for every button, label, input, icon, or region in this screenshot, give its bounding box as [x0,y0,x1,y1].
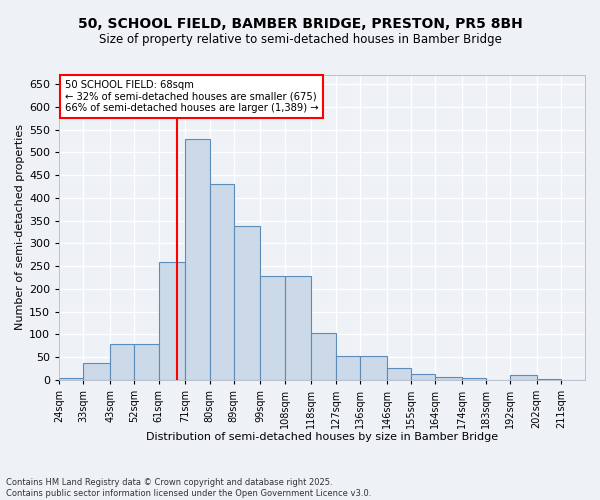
Bar [233,226,260,380]
Bar [360,356,386,380]
X-axis label: Distribution of semi-detached houses by size in Bamber Bridge: Distribution of semi-detached houses by … [146,432,498,442]
Bar [510,376,537,380]
Text: 50 SCHOOL FIELD: 68sqm
← 32% of semi-detached houses are smaller (675)
66% of se: 50 SCHOOL FIELD: 68sqm ← 32% of semi-det… [65,80,318,113]
Bar [59,378,83,380]
Bar [335,356,360,380]
Bar [311,333,335,380]
Y-axis label: Number of semi-detached properties: Number of semi-detached properties [15,124,25,330]
Bar [537,378,561,380]
Bar [158,262,185,380]
Text: 50, SCHOOL FIELD, BAMBER BRIDGE, PRESTON, PR5 8BH: 50, SCHOOL FIELD, BAMBER BRIDGE, PRESTON… [77,18,523,32]
Bar [260,276,284,380]
Bar [284,276,311,380]
Bar [134,344,158,380]
Bar [209,184,233,380]
Text: Size of property relative to semi-detached houses in Bamber Bridge: Size of property relative to semi-detach… [98,34,502,46]
Bar [410,374,435,380]
Bar [110,344,134,380]
Bar [386,368,410,380]
Bar [461,378,486,380]
Bar [83,362,110,380]
Bar [435,376,461,380]
Bar [185,138,209,380]
Text: Contains HM Land Registry data © Crown copyright and database right 2025.
Contai: Contains HM Land Registry data © Crown c… [6,478,371,498]
